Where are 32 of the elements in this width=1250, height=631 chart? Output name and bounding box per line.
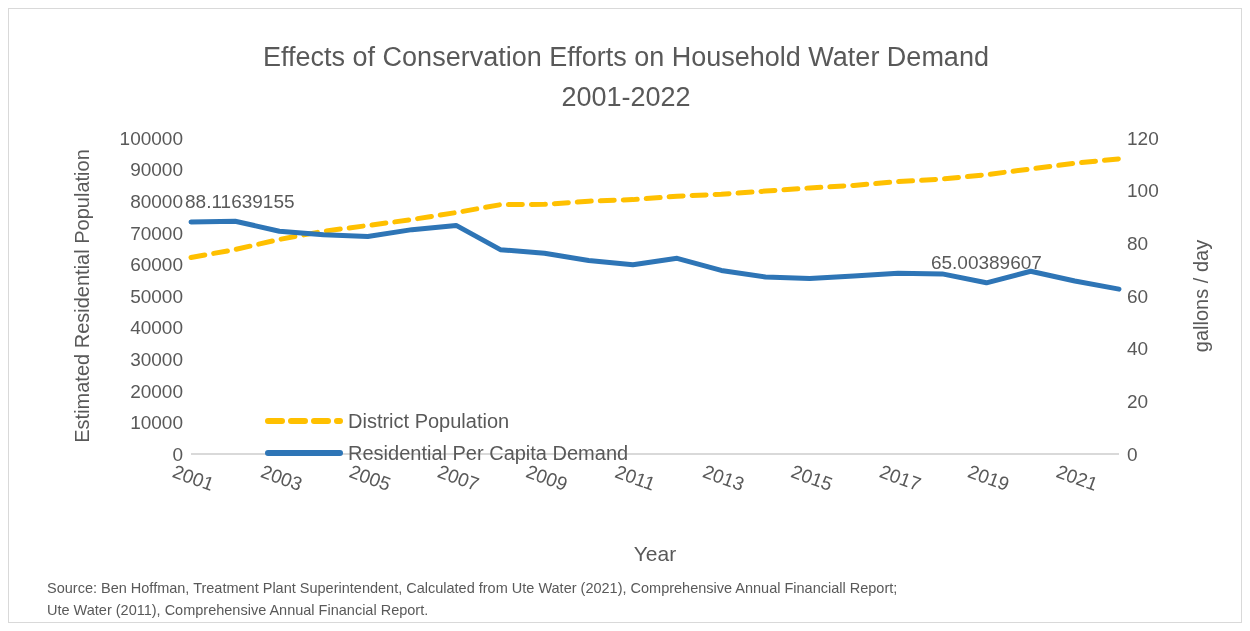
y-tick-label: 70000 <box>130 222 183 244</box>
y-tick-label: 90000 <box>130 159 183 181</box>
text: Ute Water (2011), Comprehensive Annual Financial Report. <box>47 601 430 620</box>
data-label: 65.00389607 <box>930 251 1042 273</box>
y-tick-label: 40000 <box>130 317 183 339</box>
y-tick-label: 10000 <box>130 412 183 434</box>
y-tick-label: 20000 <box>130 380 183 402</box>
y2-tick-label: 80 <box>1127 233 1149 255</box>
y-tick-label: 80000 <box>130 190 183 212</box>
chart-title: Effects of Conservation Efforts on Household Water Demand 2001-2022 <box>262 41 990 114</box>
x-tick-label: 2021 <box>1053 460 1101 495</box>
y2-tick-label: 120 <box>1127 127 1159 149</box>
y2-tick-label: 0 <box>1127 443 1138 465</box>
y-tick-label: 30000 <box>130 348 183 370</box>
data-label: 88.11639155 <box>185 190 295 212</box>
x-axis-title: Year <box>633 542 677 565</box>
x-tick-label: 2013 <box>700 460 747 495</box>
y-tick-label: 50000 <box>130 285 183 307</box>
y2-tick-label: 20 <box>1127 391 1149 413</box>
legend-label: District Population <box>348 409 510 433</box>
y-tick-label: 100000 <box>119 127 183 149</box>
x-tick-label: 2015 <box>788 460 836 495</box>
y-tick-label: 60000 <box>130 254 183 276</box>
y2-axis-title: gallons / day <box>1190 239 1213 353</box>
x-tick-label: 2019 <box>965 460 1013 495</box>
y2-tick-label: 40 <box>1127 338 1149 360</box>
x-tick-label: 2003 <box>258 460 306 495</box>
x-tick-label: 2017 <box>876 460 924 495</box>
y2-tick-label: 60 <box>1127 285 1149 307</box>
y-axis-title: Estimated Residential Population <box>71 149 94 443</box>
y2-tick-label: 100 <box>1127 180 1159 202</box>
source-note: Source: Ben Hoffman, Treatment Plant Superintendent, Calculated from Ute Water (2021), Comprehensive Annual Financiall Report; <box>47 579 898 598</box>
